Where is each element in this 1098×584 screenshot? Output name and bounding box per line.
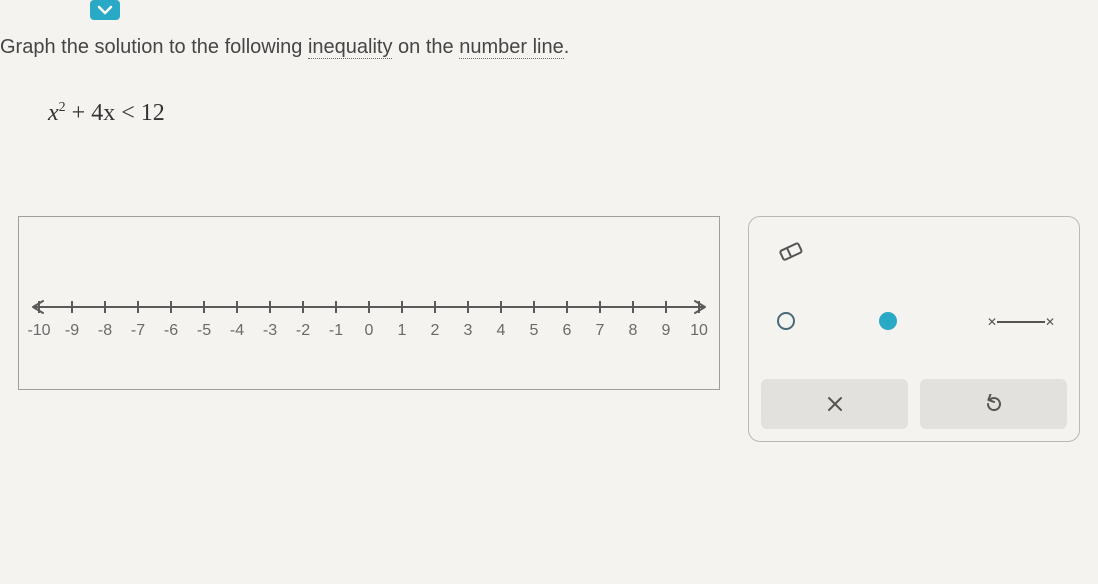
svg-text:2: 2 <box>431 322 440 339</box>
svg-text:-10: -10 <box>27 322 50 339</box>
svg-text:-7: -7 <box>131 322 145 339</box>
x-endpoint-icon: ✕ <box>987 316 997 328</box>
question-prompt: Graph the solution to the following ineq… <box>0 36 569 59</box>
svg-text:8: 8 <box>629 322 638 339</box>
close-icon <box>826 395 844 413</box>
prompt-mid: on the <box>392 36 459 58</box>
eraser-tool[interactable] <box>773 237 807 267</box>
glossary-link-inequality[interactable]: inequality <box>308 36 393 59</box>
svg-text:9: 9 <box>662 322 671 339</box>
glossary-link-number-line[interactable]: number line <box>459 36 564 59</box>
chevron-down-icon <box>97 5 113 15</box>
eraser-icon <box>775 239 805 265</box>
number-line-canvas[interactable]: -10-9-8-7-6-5-4-3-2-1012345678910 <box>18 216 720 390</box>
x-endpoint-icon: ✕ <box>1045 316 1055 328</box>
svg-text:5: 5 <box>530 322 539 339</box>
inequality-formula: x2 + 4x < 12 <box>48 100 165 127</box>
prompt-pre: Graph the solution to the following <box>0 36 308 58</box>
svg-text:7: 7 <box>596 322 605 339</box>
svg-text:0: 0 <box>365 322 374 339</box>
svg-text:-3: -3 <box>263 322 277 339</box>
prompt-post: . <box>564 36 570 58</box>
svg-text:10: 10 <box>690 322 708 339</box>
svg-text:1: 1 <box>398 322 407 339</box>
svg-text:-8: -8 <box>98 322 112 339</box>
collapse-toggle[interactable] <box>90 0 120 20</box>
svg-text:-9: -9 <box>65 322 79 339</box>
open-circle-tool[interactable] <box>777 312 795 330</box>
formula-rest: + 4x < 12 <box>66 100 165 126</box>
svg-text:-5: -5 <box>197 322 211 339</box>
formula-exponent: 2 <box>59 100 66 115</box>
segment-line-icon <box>997 321 1045 323</box>
closed-circle-tool[interactable] <box>879 312 897 330</box>
undo-icon <box>984 394 1004 414</box>
number-line-svg: -10-9-8-7-6-5-4-3-2-1012345678910 <box>19 217 719 389</box>
clear-button[interactable] <box>761 379 908 429</box>
tool-palette: ✕ ✕ <box>748 216 1080 442</box>
svg-text:-4: -4 <box>230 322 244 339</box>
reset-button[interactable] <box>920 379 1067 429</box>
svg-text:-2: -2 <box>296 322 310 339</box>
svg-text:-6: -6 <box>164 322 178 339</box>
svg-text:3: 3 <box>464 322 473 339</box>
toolbox-buttons <box>761 379 1067 429</box>
formula-var: x <box>48 100 59 126</box>
svg-text:4: 4 <box>497 322 506 339</box>
svg-text:6: 6 <box>563 322 572 339</box>
segment-tool[interactable]: ✕ ✕ <box>987 317 1055 327</box>
svg-text:-1: -1 <box>329 322 343 339</box>
